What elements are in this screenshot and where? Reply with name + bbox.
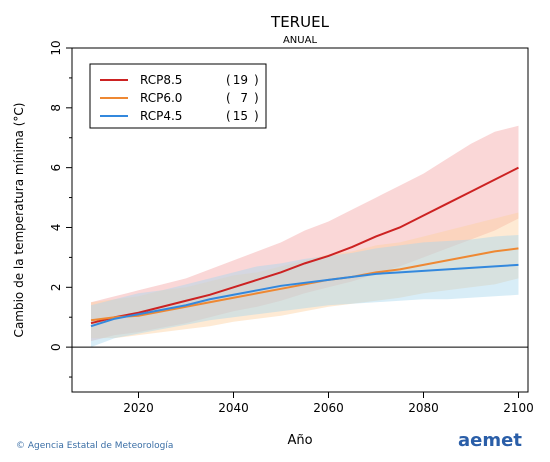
band-rcp45: [91, 234, 519, 348]
x-tick-label: 2040: [218, 401, 249, 415]
x-tick-label: 2060: [313, 401, 344, 415]
y-axis-label: Cambio de la temperatura mínima (°C): [12, 103, 26, 338]
y-tick-label: 8: [49, 104, 63, 112]
x-tick-label: 2080: [408, 401, 439, 415]
legend-count-close: ): [254, 91, 259, 105]
axes: 2020 2040 2060 2080 2100 0 2 4 6 8 10: [49, 40, 534, 415]
legend-count-close: ): [254, 109, 259, 123]
y-tick-label: 2: [49, 283, 63, 291]
line-rcp60: [90, 247, 519, 322]
legend-count-value: 19: [233, 73, 248, 87]
credit-label: © Agencia Estatal de Meteorología: [16, 441, 174, 451]
logo-text: aemet: [458, 430, 522, 451]
plot-frame: [71, 47, 529, 393]
legend-box: [89, 63, 267, 129]
legend-count: (: [226, 73, 231, 87]
x-axis-label: Año: [287, 433, 312, 448]
legend-count-close: ): [254, 73, 259, 87]
x-tick-label: 2020: [123, 401, 154, 415]
legend-count-value: 7: [240, 91, 248, 105]
credit-text: © Agencia Estatal de Meteorología: [16, 441, 173, 451]
legend-label: RCP6.0: [140, 91, 182, 105]
y-tick-label: 10: [49, 40, 63, 55]
legend-count: (: [226, 91, 231, 105]
legend: RCP8.5 (19) RCP6.0 (7) RCP4.5 (15): [89, 63, 267, 129]
line-rcp85: [90, 166, 519, 325]
band-rcp60: [91, 212, 519, 339]
chart-subtitle: ANUAL: [283, 35, 317, 46]
y-tick-label: 0: [49, 343, 63, 351]
y-tick-label: 4: [49, 224, 63, 232]
legend-label: RCP8.5: [140, 73, 182, 87]
line-rcp45: [90, 263, 519, 328]
legend-label: RCP4.5: [140, 109, 182, 123]
chart-title: TERUEL: [270, 13, 330, 31]
series-lines: [90, 166, 519, 328]
legend-count-value: 15: [233, 109, 248, 123]
aemet-logo: aemet: [458, 430, 522, 451]
y-tick-label: 6: [49, 164, 63, 172]
band-rcp85: [91, 125, 519, 342]
x-tick-label: 2100: [503, 401, 534, 415]
uncertainty-bands: [91, 125, 519, 348]
legend-count: (: [226, 109, 231, 123]
